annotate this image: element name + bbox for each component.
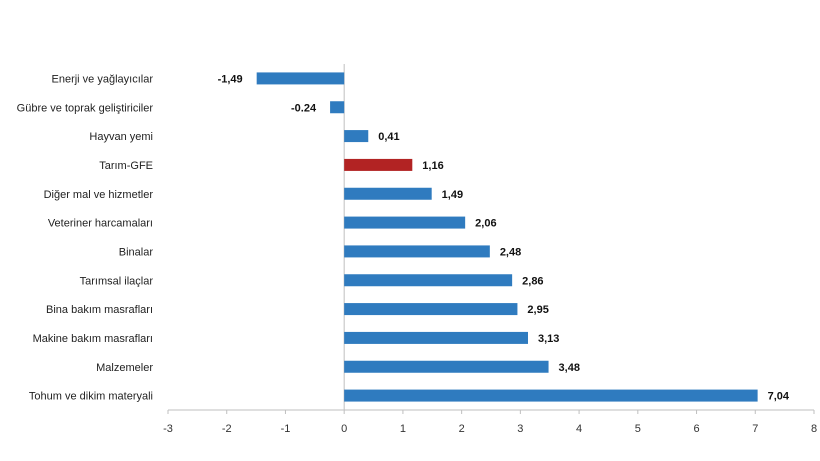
bar — [344, 331, 528, 344]
category-label: Bina bakım masrafları — [46, 304, 153, 316]
data-label: 2,86 — [522, 275, 543, 287]
bar — [344, 187, 432, 200]
x-tick-label: 7 — [752, 423, 758, 435]
bar — [344, 303, 518, 316]
category-label: Hayvan yemi — [89, 131, 153, 143]
data-label: 3,13 — [538, 333, 559, 345]
data-label: 2,06 — [475, 218, 496, 230]
x-tick-label: 3 — [517, 423, 523, 435]
data-label: -1,49 — [218, 73, 243, 85]
data-label: 0,41 — [378, 131, 399, 143]
data-label: 2,48 — [500, 246, 521, 258]
data-label: 1,49 — [442, 189, 463, 201]
bar — [344, 130, 369, 143]
x-tick-label: -3 — [163, 423, 173, 435]
x-tick-label: 2 — [459, 423, 465, 435]
category-label: Malzemeler — [96, 362, 153, 374]
x-tick-label: 5 — [635, 423, 641, 435]
data-label: -0.24 — [291, 102, 317, 114]
bar — [344, 389, 758, 402]
data-label: 3,48 — [559, 362, 580, 374]
bar — [344, 245, 490, 258]
bar — [344, 216, 466, 229]
data-label: 1,16 — [422, 160, 443, 172]
data-label: 7,04 — [768, 391, 790, 403]
category-label: Enerji ve yağlayıcılar — [52, 73, 154, 85]
category-label: Tohum ve dikim materyali — [29, 391, 153, 403]
x-tick-label: 6 — [693, 423, 699, 435]
bar — [344, 274, 513, 287]
category-label: Binalar — [119, 246, 154, 258]
x-tick-label: -2 — [222, 423, 232, 435]
x-tick-label: 4 — [576, 423, 582, 435]
x-tick-label: 1 — [400, 423, 406, 435]
category-label: Makine bakım masrafları — [33, 333, 153, 345]
category-label: Tarımsal ilaçlar — [80, 275, 154, 287]
category-label: Gübre ve toprak geliştiriciler — [17, 102, 154, 114]
category-label: Tarım-GFE — [99, 160, 153, 172]
category-label: Veteriner harcamaları — [48, 218, 153, 230]
bar — [344, 158, 413, 171]
data-label: 2,95 — [527, 304, 548, 316]
bar — [330, 101, 345, 114]
x-tick-label: 0 — [341, 423, 347, 435]
bar — [256, 72, 345, 85]
x-tick-label: 8 — [811, 423, 817, 435]
x-tick-label: -1 — [281, 423, 291, 435]
bar — [344, 360, 549, 373]
category-label: Diğer mal ve hizmetler — [44, 189, 154, 201]
